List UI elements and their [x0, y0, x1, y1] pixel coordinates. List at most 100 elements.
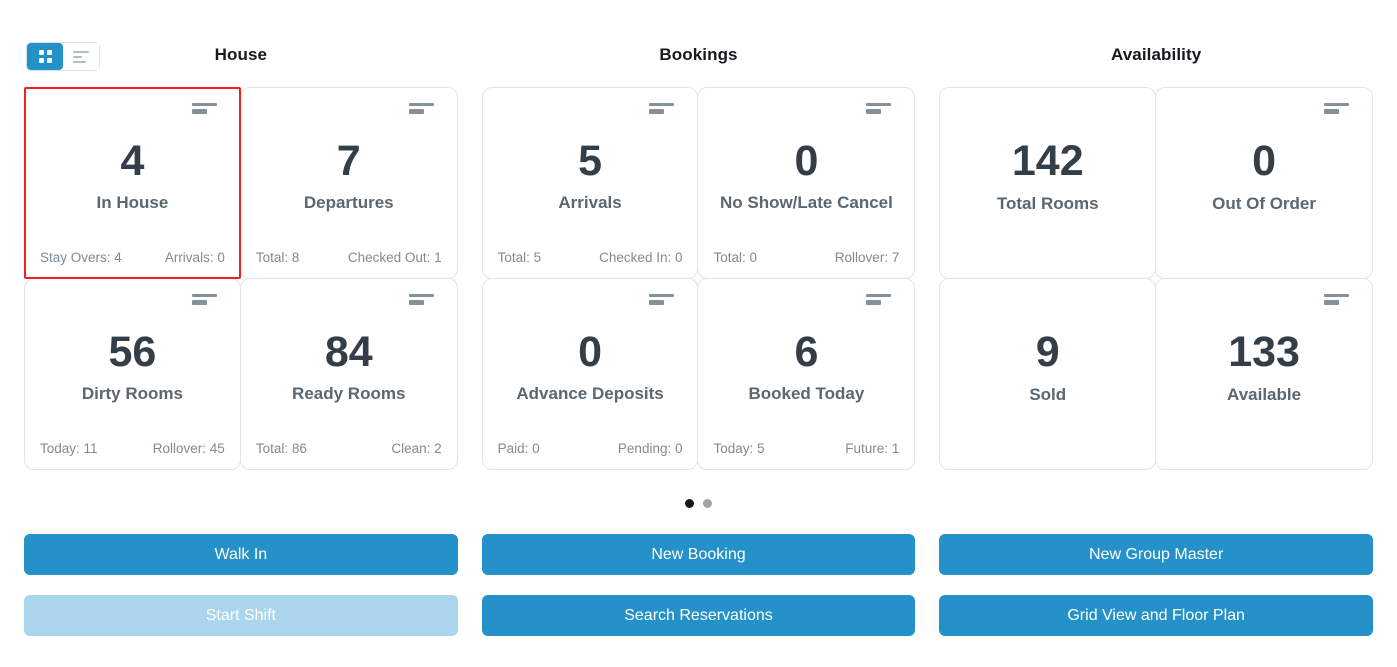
stat-value: 6 [794, 327, 819, 376]
list-view-button[interactable] [63, 43, 99, 70]
new-group-master-button[interactable]: New Group Master [939, 534, 1373, 575]
card-body: 133 Available [1156, 279, 1372, 442]
stat-card-departures[interactable]: 7 Departures Total: 8 Checked Out: 1 [239, 87, 458, 279]
grid-view-button[interactable] [27, 43, 63, 70]
stat-card-dirty-rooms[interactable]: 56 Dirty Rooms Today: 11 Rollover: 45 [24, 278, 241, 470]
card-detail-icon [408, 103, 434, 114]
footer-stat-right: Arrivals: 0 [164, 250, 225, 265]
stat-value: 4 [120, 136, 145, 185]
stat-value: 56 [108, 327, 157, 376]
action-buttons: Walk In New Booking New Group Master Sta… [24, 534, 1373, 636]
stat-card-out-of-order[interactable]: 0 Out Of Order [1155, 87, 1373, 279]
grid-view-floor-plan-button[interactable]: Grid View and Floor Plan [939, 595, 1373, 636]
footer-stat-left: Paid: 0 [497, 441, 540, 456]
grid-view-icon [38, 50, 52, 63]
card-detail-icon [649, 103, 675, 114]
card-footer [1156, 251, 1372, 278]
footer-stat-right: Rollover: 45 [152, 441, 225, 456]
section-title-bookings: Bookings [659, 45, 738, 64]
stat-value: 0 [578, 327, 603, 376]
footer-stat-right: Checked In: 0 [599, 250, 683, 265]
card-body: 56 Dirty Rooms [25, 279, 240, 441]
stat-label: No Show/Late Cancel [719, 193, 893, 213]
panel-availability: 142 Total Rooms 0 Out Of Order 9 Sold [939, 87, 1373, 470]
stat-value: 9 [1035, 328, 1060, 377]
card-footer: Total: 86 Clean: 2 [241, 441, 457, 469]
footer-stat-left: Total: 5 [497, 250, 542, 265]
card-body: 9 Sold [940, 279, 1155, 442]
card-body: 142 Total Rooms [940, 88, 1155, 251]
stat-card-ready-rooms[interactable]: 84 Ready Rooms Total: 86 Clean: 2 [239, 278, 458, 470]
stat-value: 0 [794, 136, 819, 185]
pagination-dot-2[interactable] [703, 499, 712, 508]
pagination-dot-1[interactable] [685, 499, 694, 508]
footer-stat-right: Future: 1 [845, 441, 900, 456]
view-toggle [26, 42, 100, 71]
new-booking-button[interactable]: New Booking [481, 534, 916, 575]
stat-value: 7 [336, 136, 361, 185]
footer-stat-right: Pending: 0 [617, 441, 683, 456]
footer-stat-left: Total: 0 [713, 250, 758, 265]
card-detail-icon [191, 294, 217, 305]
card-footer: Today: 5 Future: 1 [698, 441, 914, 469]
card-detail-icon [866, 103, 892, 114]
stat-label: Advance Deposits [516, 384, 664, 404]
column-headers: House Bookings Availability [24, 0, 1373, 65]
footer-stat-left: Total: 8 [255, 250, 300, 265]
card-body: 0 Advance Deposits [483, 279, 698, 441]
carousel-pagination [24, 499, 1373, 508]
stat-value: 0 [1252, 137, 1277, 186]
card-body: 5 Arrivals [483, 88, 698, 250]
card-footer [1156, 442, 1372, 469]
card-detail-icon [191, 103, 217, 114]
panel-bookings: 5 Arrivals Total: 5 Checked In: 0 0 No S… [481, 87, 916, 470]
stat-label: Total Rooms [996, 193, 1099, 213]
stat-value: 5 [578, 136, 603, 185]
stat-label: Booked Today [748, 384, 865, 404]
card-detail-icon [649, 294, 675, 305]
list-view-icon [73, 50, 89, 63]
section-title-availability: Availability [1110, 45, 1202, 64]
card-body: 84 Ready Rooms [241, 279, 457, 441]
card-footer [940, 442, 1155, 469]
stat-value: 142 [1011, 137, 1084, 186]
card-footer: Total: 8 Checked Out: 1 [241, 250, 457, 278]
stat-card-advance-deposits[interactable]: 0 Advance Deposits Paid: 0 Pending: 0 [481, 278, 699, 470]
stat-card-booked-today[interactable]: 6 Booked Today Today: 5 Future: 1 [697, 278, 916, 470]
card-body: 0 No Show/Late Cancel [698, 88, 914, 250]
stat-value: 84 [324, 327, 373, 376]
card-footer: Paid: 0 Pending: 0 [483, 441, 698, 469]
card-detail-icon [866, 294, 892, 305]
card-body: 7 Departures [241, 88, 457, 250]
card-footer: Total: 5 Checked In: 0 [483, 250, 698, 278]
search-reservations-button[interactable]: Search Reservations [481, 595, 916, 636]
stat-label: Dirty Rooms [81, 384, 183, 404]
stat-label: Arrivals [558, 193, 622, 213]
card-detail-icon [408, 294, 434, 305]
footer-stat-left: Stay Overs: 4 [40, 250, 122, 265]
card-detail-icon [1323, 103, 1349, 114]
stat-card-in-house[interactable]: 4 In House Stay Overs: 4 Arrivals: 0 [24, 87, 241, 279]
stat-card-no-show-late-cancel[interactable]: 0 No Show/Late Cancel Total: 0 Rollover:… [697, 87, 916, 279]
walk-in-button[interactable]: Walk In [24, 534, 458, 575]
section-title-house: House [214, 45, 268, 64]
footer-stat-left: Today: 5 [713, 441, 765, 456]
stat-label: In House [96, 193, 169, 213]
card-detail-icon [1323, 294, 1349, 305]
footer-stat-right: Clean: 2 [391, 441, 442, 456]
stat-card-available[interactable]: 133 Available [1155, 278, 1373, 470]
footer-stat-right: Checked Out: 1 [347, 250, 442, 265]
card-footer: Stay Overs: 4 Arrivals: 0 [25, 250, 240, 278]
start-shift-button[interactable]: Start Shift [24, 595, 458, 636]
stat-card-sold[interactable]: 9 Sold [939, 278, 1157, 470]
card-footer: Total: 0 Rollover: 7 [698, 250, 914, 278]
card-footer [940, 251, 1155, 278]
stat-label: Sold [1029, 384, 1067, 404]
stat-label: Ready Rooms [292, 384, 406, 404]
card-body: 0 Out Of Order [1156, 88, 1372, 251]
stat-card-total-rooms[interactable]: 142 Total Rooms [939, 87, 1157, 279]
stat-panels: 4 In House Stay Overs: 4 Arrivals: 0 7 D… [24, 87, 1373, 470]
card-body: 4 In House [25, 88, 240, 250]
stat-card-arrivals[interactable]: 5 Arrivals Total: 5 Checked In: 0 [481, 87, 699, 279]
